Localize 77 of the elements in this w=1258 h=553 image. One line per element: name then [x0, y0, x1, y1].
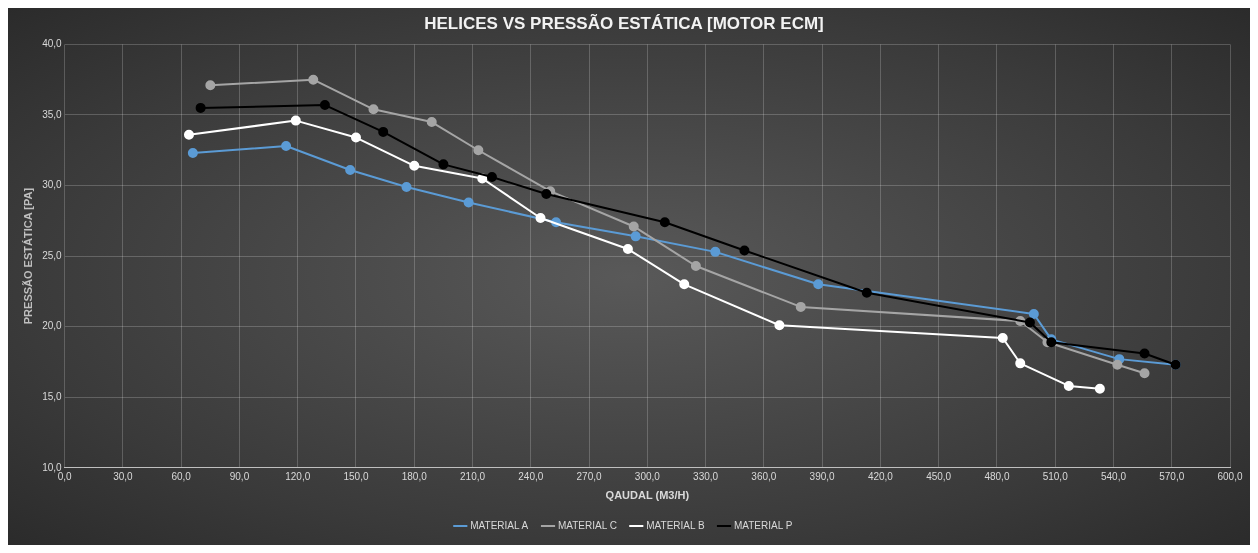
point [378, 126, 389, 137]
point [690, 260, 701, 271]
point [679, 279, 690, 290]
point [997, 332, 1008, 343]
y-tick-label: 35,0 [42, 108, 63, 120]
point [351, 132, 361, 143]
point [401, 181, 412, 192]
x-tick-label: 330,0 [693, 470, 719, 482]
y-tick-label: 30,0 [42, 179, 63, 191]
x-tick-label: 450,0 [926, 470, 952, 482]
point [290, 115, 301, 126]
point [795, 301, 806, 312]
point [1094, 383, 1105, 394]
x-tick-label: 180,0 [401, 470, 428, 482]
point [319, 100, 330, 111]
x-axis-title: QAUDAL (M3/H) [605, 489, 690, 502]
point [1024, 317, 1035, 328]
point [345, 165, 356, 176]
chart-title: HELICES VS PRESSÃO ESTÁTICA [MOTOR ECM] [424, 12, 824, 33]
point [426, 117, 437, 128]
y-tick-label: 40,0 [42, 38, 63, 50]
point [183, 129, 194, 140]
x-tick-label: 360,0 [751, 470, 777, 482]
x-tick-label: 480,0 [984, 470, 1010, 482]
point [308, 74, 319, 85]
point [628, 221, 639, 232]
x-tick-label: 0,0 [57, 470, 73, 482]
point [630, 231, 641, 242]
y-tick-label: 15,0 [42, 390, 63, 402]
x-tick-label: 510,0 [1042, 470, 1069, 482]
y-tick-label: 20,0 [42, 320, 63, 332]
point [739, 245, 750, 256]
x-tick-label: 420,0 [867, 470, 894, 482]
x-tick-label: 90,0 [229, 470, 250, 482]
point [205, 80, 216, 91]
point [1063, 380, 1074, 391]
legend-label: MATERIAL P [733, 519, 793, 531]
x-tick-label: 60,0 [171, 470, 192, 482]
y-axis-title: PRESSÃO ESTÁTICA [PA] [21, 187, 34, 325]
x-tick-label: 210,0 [460, 470, 486, 482]
x-tick-label: 30,0 [113, 470, 134, 482]
x-tick-label: 540,0 [1100, 470, 1127, 482]
point [281, 141, 292, 152]
x-tick-label: 390,0 [809, 470, 836, 482]
point [463, 197, 474, 208]
point [710, 246, 721, 257]
point [813, 279, 824, 290]
point [622, 244, 633, 255]
point [438, 159, 449, 170]
y-tick-label: 25,0 [42, 249, 63, 261]
point [1139, 348, 1150, 359]
point [409, 160, 420, 171]
x-tick-label: 570,0 [1159, 470, 1185, 482]
point [659, 217, 670, 228]
legend-label: MATERIAL A [470, 519, 529, 531]
x-tick-label: 240,0 [518, 470, 544, 482]
point [1112, 359, 1123, 370]
point [486, 172, 497, 183]
point [368, 104, 379, 115]
point [861, 287, 872, 298]
point [541, 189, 552, 199]
x-tick-label: 120,0 [285, 470, 311, 482]
legend-label: MATERIAL B [646, 519, 705, 531]
point [187, 148, 198, 159]
legend-label: MATERIAL C [558, 519, 617, 531]
y-tick-label: 10,0 [42, 461, 63, 473]
point [535, 212, 546, 223]
x-tick-label: 270,0 [576, 470, 603, 482]
x-tick-label: 150,0 [343, 470, 369, 482]
point [195, 102, 206, 113]
x-tick-label: 600,0 [1217, 470, 1243, 482]
point [774, 320, 785, 331]
point [1015, 358, 1026, 369]
point [1139, 368, 1150, 379]
point [473, 145, 484, 156]
x-tick-label: 300,0 [634, 470, 661, 482]
point [1028, 308, 1039, 319]
